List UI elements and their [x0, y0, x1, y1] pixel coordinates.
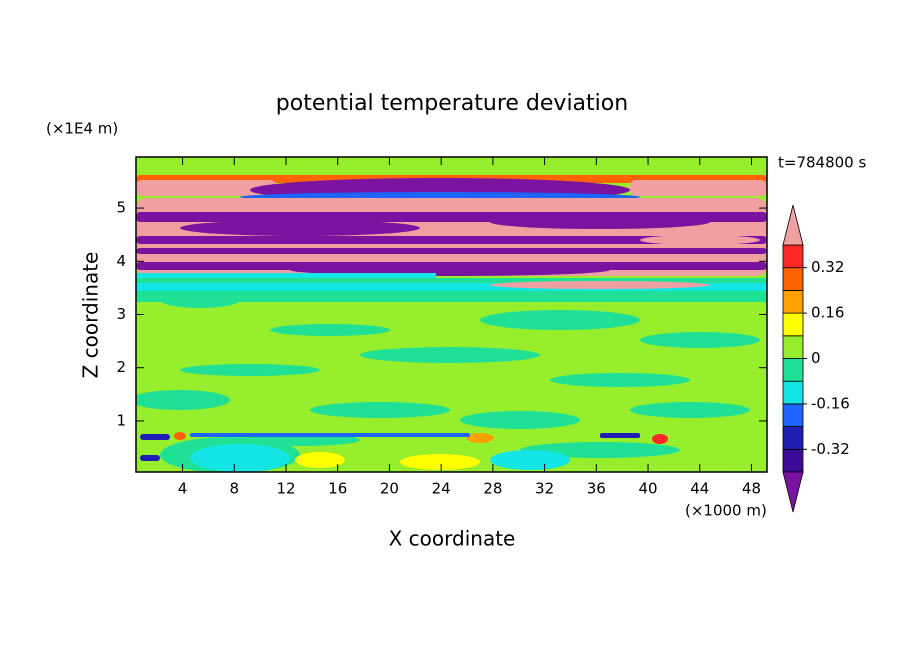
colorbar-box — [782, 267, 804, 291]
contour-fill — [460, 411, 580, 429]
colorbar-box — [782, 358, 804, 382]
y-axis-label: Z coordinate — [79, 252, 103, 379]
colorbar-tick-label: -0.16 — [811, 394, 850, 412]
colorbar-extend-high — [782, 204, 804, 246]
y-tick-label: 3 — [116, 305, 126, 323]
contour-fill — [136, 283, 767, 291]
colorbar-extend-low — [782, 471, 804, 513]
contour-fill — [630, 180, 767, 196]
x-tick-label: 36 — [587, 480, 606, 498]
contour-fill — [550, 373, 690, 387]
contour-fill — [190, 433, 470, 437]
contour-fill — [640, 332, 760, 348]
colorbar-box — [782, 448, 804, 473]
x-tick-label: 44 — [690, 480, 709, 498]
contour-fill — [190, 444, 290, 472]
colorbar-box — [782, 335, 804, 359]
contour-fill — [466, 433, 494, 443]
x-tick-label: 32 — [535, 480, 554, 498]
colorbar-box — [782, 426, 804, 450]
contour-field — [136, 157, 767, 472]
x-axis-label: X coordinate — [389, 527, 516, 551]
contour-fill — [652, 434, 668, 444]
y-unit: (×1E4 m) — [46, 120, 118, 138]
colorbar-box — [782, 380, 804, 405]
contour-fill — [180, 220, 420, 236]
x-tick-label: 8 — [229, 480, 239, 498]
colorbar-tick-label: -0.32 — [811, 440, 850, 458]
contour-fill — [600, 433, 640, 438]
contour-fill — [480, 310, 640, 330]
contour-fill — [490, 281, 710, 289]
colorbar-tick-label: 0.32 — [811, 258, 844, 276]
y-tick-label: 2 — [116, 358, 126, 376]
annotation: t=784800 s — [778, 154, 866, 172]
x-tick-label: 12 — [276, 480, 295, 498]
contour-fill — [630, 402, 750, 418]
colorbar-tick-label: 0.16 — [811, 304, 844, 322]
contour-fill — [310, 402, 450, 418]
colorbar-box — [782, 289, 804, 314]
x-tick-label: 20 — [380, 480, 399, 498]
contour-fill — [640, 235, 760, 245]
contour-fill — [400, 454, 480, 470]
colorbar-box — [782, 403, 804, 427]
colorbar-tick-label: 0 — [811, 349, 821, 367]
x-tick-label: 48 — [742, 480, 761, 498]
x-tick-label: 24 — [432, 480, 451, 498]
x-tick-label: 4 — [178, 480, 188, 498]
x-tick-label: 16 — [328, 480, 347, 498]
colorbar-box — [782, 312, 804, 337]
contour-fill — [136, 248, 767, 254]
chart-title: potential temperature deviation — [276, 91, 628, 116]
contour-fill — [140, 434, 170, 440]
contour-fill — [270, 324, 390, 336]
contour-fill — [136, 180, 276, 196]
contour-fill — [360, 347, 540, 363]
x-unit: (×1000 m) — [685, 502, 767, 520]
contour-fill — [490, 450, 570, 470]
contour-fill — [180, 364, 320, 376]
contour-fill — [295, 452, 345, 468]
y-tick-label: 1 — [116, 411, 126, 429]
contour-fill — [490, 215, 710, 229]
x-tick-label: 28 — [483, 480, 502, 498]
x-tick-label: 40 — [638, 480, 657, 498]
contour-fill — [174, 432, 186, 440]
contour-fill — [136, 236, 767, 244]
contour-fill — [140, 455, 160, 461]
contour-fill — [136, 273, 436, 278]
y-tick-label: 5 — [116, 199, 126, 217]
colorbar-box — [782, 244, 804, 269]
y-tick-label: 4 — [116, 252, 126, 270]
contour-fill — [136, 390, 230, 410]
